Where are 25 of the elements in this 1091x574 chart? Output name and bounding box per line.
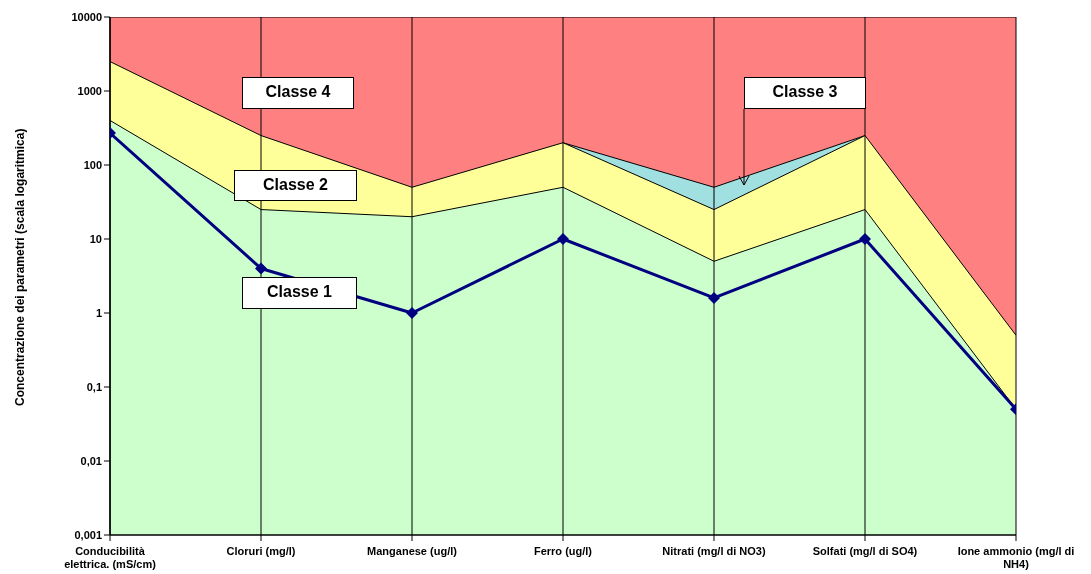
x-tick-label: Solfati (mg/l di SO4) xyxy=(812,545,918,557)
y-tick-label: 0,01 xyxy=(80,454,102,467)
x-tick-label: Conducibilità elettrica. (mS/cm) xyxy=(64,545,157,570)
annotation: Classe 4 xyxy=(264,82,332,102)
point xyxy=(255,262,267,275)
annotation: Classe 2 xyxy=(262,175,329,195)
point xyxy=(708,291,720,304)
point xyxy=(557,233,569,245)
y-tick-label: 100 xyxy=(83,158,102,171)
point xyxy=(859,233,871,245)
annotation: Classe 3 xyxy=(771,82,839,102)
y-tick-label: 1000 xyxy=(77,84,102,97)
point xyxy=(406,307,418,319)
x-tick-label: Ione ammonio (mg/l di NH4) xyxy=(957,545,1075,570)
y-tick-label: 10 xyxy=(89,232,102,245)
x-tick-label: Manganese (ug/l) xyxy=(367,545,458,557)
y-tick-label: 1 xyxy=(95,306,102,319)
y-tick-label: 10000 xyxy=(71,10,102,23)
y-axis-title: Concentrazione dei parametri (scala logaritmica) xyxy=(13,128,28,406)
x-tick-label: Nitrati (mg/l di NO3) xyxy=(662,545,766,557)
annotation: Classe 1 xyxy=(266,282,333,302)
y-tick-label: 0,1 xyxy=(86,380,102,393)
x-tick-label: Ferro (ug/l) xyxy=(533,545,593,557)
x-tick-label: Cloruri (mg/l) xyxy=(226,545,296,557)
y-tick-label: 0,001 xyxy=(74,528,102,541)
